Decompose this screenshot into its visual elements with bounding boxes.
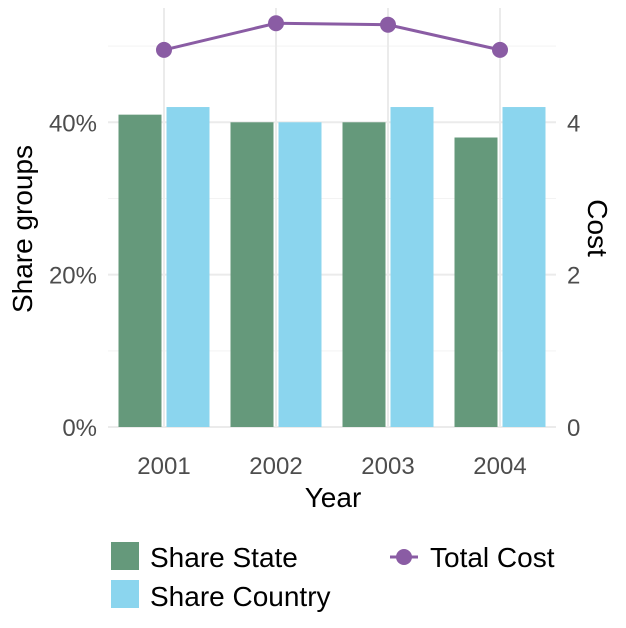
y2-tick-label: 4 — [567, 110, 580, 137]
y2-tick-label: 2 — [567, 263, 580, 290]
x-tick-label: 2001 — [137, 453, 190, 480]
bar-share-country-2004 — [502, 107, 546, 427]
x-axis-title: Year — [305, 482, 362, 513]
legend: Share State Share Country Total Cost — [111, 542, 555, 612]
point-total-cost-2004 — [492, 41, 508, 58]
legend-label-share-country: Share Country — [150, 581, 331, 612]
y2-axis-ticks: 0 2 4 — [567, 110, 580, 442]
y-tick-label: 0% — [62, 415, 97, 442]
line-series — [156, 15, 508, 58]
legend-label-share-state: Share State — [150, 542, 298, 573]
bars — [118, 107, 546, 428]
point-total-cost-2001 — [156, 41, 172, 58]
y-axis-ticks: 0% 20% 40% — [49, 110, 97, 442]
point-total-cost-2003 — [380, 16, 396, 33]
point-total-cost-2002 — [268, 15, 284, 32]
x-tick-label: 2002 — [249, 453, 302, 480]
y-tick-label: 40% — [49, 110, 97, 137]
x-axis-ticks: 2001 2002 2003 2004 — [137, 453, 526, 480]
y-axis-title: Share groups — [7, 145, 38, 313]
y2-axis-title: Cost — [582, 199, 613, 257]
bar-share-country-2003 — [390, 107, 434, 427]
bar-share-country-2002 — [278, 122, 322, 427]
bar-share-country-2001 — [166, 107, 210, 427]
y-tick-label: 20% — [49, 263, 97, 290]
line-total-cost — [163, 21, 501, 52]
bar-share-state-2004 — [454, 137, 498, 427]
legend-swatch-share-country — [111, 580, 139, 608]
bar-share-state-2003 — [342, 122, 386, 427]
legend-marker-total-cost — [396, 549, 412, 565]
y2-tick-label: 0 — [567, 415, 580, 442]
legend-swatch-share-state — [111, 542, 139, 570]
bar-share-state-2002 — [230, 122, 274, 427]
legend-label-total-cost: Total Cost — [430, 542, 555, 573]
bar-share-state-2001 — [118, 114, 162, 428]
x-tick-label: 2003 — [361, 453, 414, 480]
x-tick-label: 2004 — [473, 453, 526, 480]
